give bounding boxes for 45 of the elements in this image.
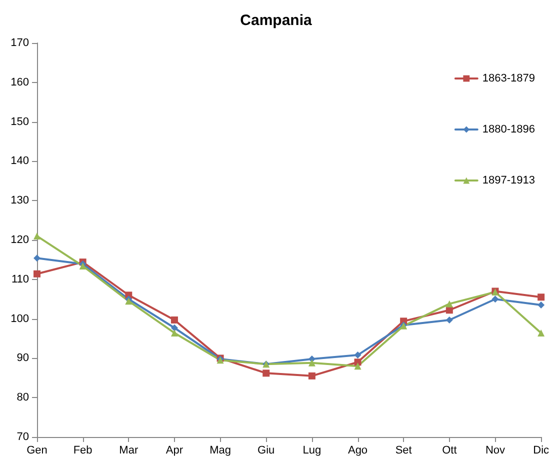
x-tick-label: Mag [210, 444, 231, 456]
point [538, 294, 545, 301]
point [34, 232, 40, 240]
y-tick-label: 160 [10, 76, 29, 88]
point [354, 362, 362, 370]
point [308, 372, 316, 380]
point [538, 329, 545, 336]
point [34, 254, 40, 262]
y-tick-label: 70 [16, 431, 29, 443]
y-tick-label: 80 [16, 392, 29, 404]
x-tick-label: Lug [302, 444, 322, 456]
x-tick-label: Feb [73, 444, 92, 456]
y-tick-label: 150 [10, 116, 29, 128]
point [446, 300, 453, 308]
point [492, 296, 499, 303]
y-tick-label: 170 [10, 37, 29, 49]
y-tick-label: 110 [11, 273, 29, 286]
x-tick-label: Set [395, 444, 412, 456]
legend-label: 1880-1896 [482, 124, 536, 136]
x-tick-label: Dic [533, 444, 550, 456]
x-tick-label: Giu [258, 444, 275, 456]
y-tick-label: 120 [10, 234, 29, 246]
point [354, 358, 362, 366]
point [170, 329, 178, 336]
x-tick-label: Nov [485, 444, 506, 456]
legend-label: 1897-1913 [482, 174, 536, 186]
y-tick-label: 130 [10, 194, 29, 207]
y-tick-label: 90 [16, 352, 29, 364]
point [170, 324, 178, 332]
x-tick-label: Gen [26, 444, 48, 456]
x-tick-label: Mar [119, 444, 138, 456]
legend-label: 1863-1879 [482, 72, 536, 84]
x-tick-label: Ago [348, 444, 368, 456]
point [354, 352, 362, 359]
point [34, 270, 40, 278]
point [538, 302, 545, 309]
chart-title: Campania [240, 12, 312, 29]
x-tick-label: Apr [166, 444, 184, 456]
point [446, 316, 453, 324]
x-tick-label: Ott [442, 444, 457, 456]
point [170, 316, 178, 324]
point [262, 370, 270, 377]
y-tick-label: 100 [10, 312, 29, 325]
point [308, 359, 316, 366]
y-tick-label: 140 [10, 155, 29, 168]
